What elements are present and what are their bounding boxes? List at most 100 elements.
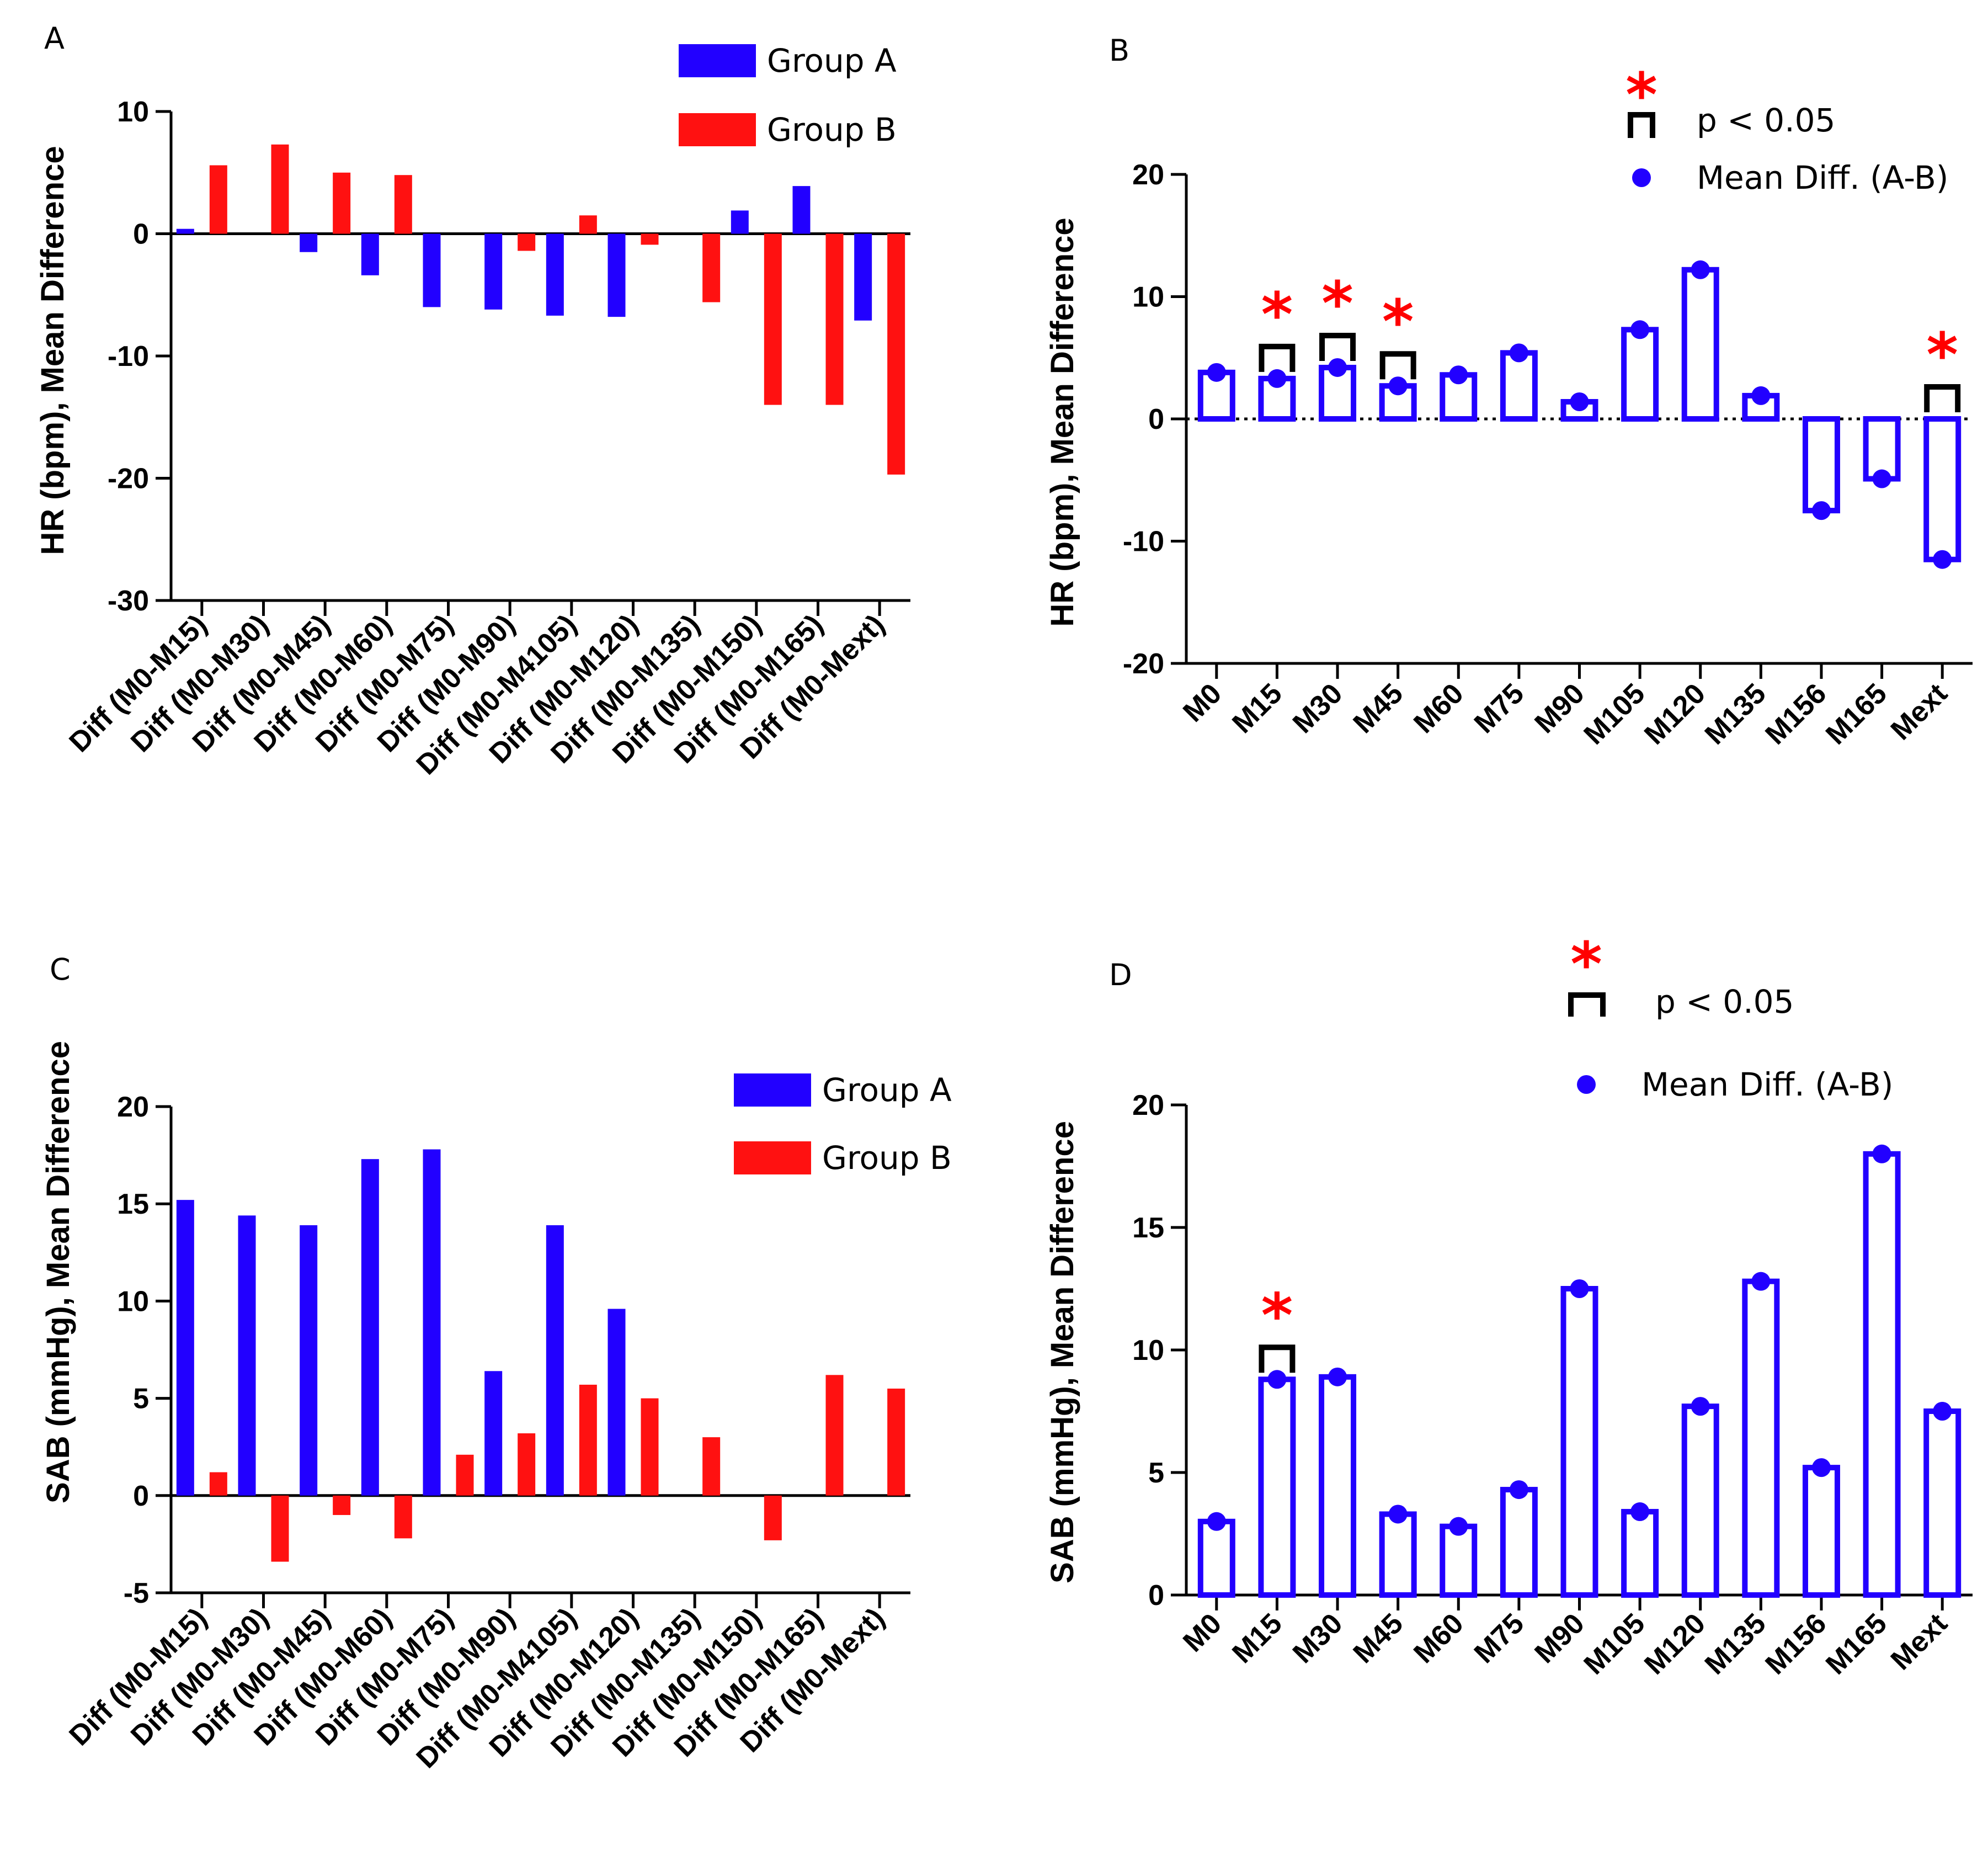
panel-d: D SAB (mmHg), Mean Difference 20 15 10 5 0 M0… [1044,929,1973,1681]
panel-c-bar-group-b-diff-m0-mext [887,1388,905,1496]
panel-b-sig-star-m15: * [1261,279,1293,350]
panel-a-y-tick-label: 0 [133,219,149,251]
panel-a-y-tick-label: -10 [108,341,149,373]
panel-a-ylabel: HR (bpm), Mean Difference [35,146,71,555]
panel-b-sig-bracket-m15 [1259,343,1296,372]
panel-c-bar-group-b-diff-m0-m45 [333,1495,351,1516]
panel-d-bar-m165 [1863,1151,1901,1598]
panel-a-bar-group-a-diff-m0-m120 [607,233,626,317]
panel-d-bar-m30 [1319,1374,1357,1598]
panel-d-point-m105 [1630,1502,1650,1522]
panel-b-point-m135 [1751,386,1771,405]
panel-a-y-tick-label: -20 [108,463,149,495]
panel-d-bar-mext [1923,1408,1962,1598]
panel-b-x-label-m156: M156 [1759,677,1832,751]
panel-d-bar-m120 [1681,1404,1719,1598]
panel-d-bar-m45 [1379,1511,1417,1598]
panel-a-bar-group-b-diff-m0-m45 [333,172,351,234]
panel-d-point-mext [1933,1402,1952,1421]
panel-a-bar-group-b-diff-m0-m90 [518,233,536,251]
panel-b-point-m90 [1570,392,1589,411]
panel-d-point-m165 [1872,1144,1891,1163]
panel-a-bar-group-b-diff-m0-m15 [209,165,227,234]
panel-b-legend-label-p: p < 0.05 [1697,102,1835,139]
panel-b-y-tick-label: -10 [1123,526,1164,558]
panel-b-point-m75 [1509,343,1528,363]
panel-a-bar-group-b-diff-m0-m135 [702,233,721,302]
panel-d-sig-star-m15: * [1261,1280,1293,1351]
panel-c-bar-group-a-diff-m0-m60 [361,1159,379,1496]
panel-b-y-tick-label: -20 [1123,648,1164,680]
panel-b-x-label-m135: M135 [1699,677,1772,751]
panel-a-bar-group-a-diff-m0-mext [854,233,872,321]
panel-c-bar-group-b-diff-m0-m30 [271,1495,289,1562]
panel-c-legend-swatch-group-b [734,1141,811,1174]
panel-a-y-tick-label: 10 [117,96,149,128]
panel-a-y-tick-label: -30 [108,585,149,617]
panel-b-y-tick-label: 20 [1132,159,1164,191]
panel-c-bar-group-a-diff-m0-m30 [238,1215,256,1496]
panel-d-x-label-m15: M15 [1226,1607,1288,1670]
panel-a-bar-group-a-diff-m0-m15 [176,228,194,234]
panel-d-x-label-m0: M0 [1177,1607,1228,1658]
panel-d-sig-bracket-m15 [1259,1344,1296,1373]
panel-c-y-tick-label: -5 [124,1577,149,1609]
panel-d-y-tick-label: 15 [1132,1212,1164,1244]
panel-a-bar-group-a-diff-m0-m165 [792,186,811,234]
panel-d-x-label-m120: M120 [1638,1607,1712,1681]
panel-d-x-label-m75: M75 [1468,1607,1531,1670]
panel-a-bar-group-a-diff-m0-m75 [423,233,441,307]
panel-d-bar-m60 [1440,1523,1478,1598]
panel-d-bar-m90 [1560,1286,1598,1598]
panel-d-bar-m75 [1500,1487,1538,1598]
panel-b-sig-star-m45: * [1382,286,1414,357]
panel-c-legend-label-group-a: Group A [822,1071,952,1109]
panel-b-axes: 20100-10-20M0M15M30M45M60M75M90M105M120M… [1123,159,1973,751]
panel-b-x-label-m60: M60 [1408,677,1470,740]
panel-c-bar-group-b-diff-m0-m75 [456,1454,474,1496]
panel-a-bar-group-a-diff-m0-m90 [484,233,503,310]
panel-b-x-label-m30: M30 [1287,677,1349,740]
panel-d-bar-m135 [1742,1278,1780,1598]
panel-d-legend-label-mean: Mean Diff. (A-B) [1641,1066,1893,1103]
panel-b-sig-star-m30: * [1321,268,1353,339]
panel-d-x-label-m165: M165 [1820,1607,1893,1681]
panel-b-x-label-m120: M120 [1638,677,1712,751]
panel-d-bar-m156 [1802,1465,1840,1598]
panel-c: C SAB (mmHg), Mean Difference 20 15 10 5 0 -5… [40,952,952,1774]
panel-b-bar-m156 [1802,416,1840,514]
panel-b-sig-bracket-mext [1924,384,1961,412]
panel-d-point-m30 [1328,1367,1347,1386]
panel-d-legend: * p < 0.05 Mean Diff. (A-B) [1568,929,1893,1103]
panel-c-bars [176,1149,905,1562]
panel-b-sig-star-mext: * [1926,320,1958,390]
panel-d-bar-m105 [1621,1509,1659,1598]
panel-a-bar-group-a-diff-m0-m4105 [546,233,564,316]
panel-d-legend-label-p: p < 0.05 [1655,983,1794,1020]
panel-d-point-m15 [1267,1370,1287,1389]
panel-d-x-label-m105: M105 [1578,1607,1651,1681]
panel-c-bar-group-b-diff-m0-m4105 [579,1384,597,1496]
panel-c-bar-group-a-diff-m0-m4105 [546,1225,564,1496]
panel-a-bar-group-b-diff-m0-mext [887,233,905,475]
panel-b-x-label-mext: Mext [1885,677,1954,746]
panel-a-legend-label-group-b: Group B [767,111,897,148]
panel-d-point-m0 [1207,1512,1226,1531]
panel-b-legend-dot [1632,168,1651,187]
panel-b-point-m156 [1811,501,1831,520]
panel-b-y-tick-label: 0 [1148,403,1164,435]
panel-c-bar-group-a-diff-m0-m90 [484,1371,503,1496]
panel-c-bar-group-b-diff-m0-m135 [702,1437,721,1496]
panel-b-bar-m120 [1681,267,1719,422]
panel-a-legend-swatch-group-a [679,44,756,77]
panel-a-bar-group-b-diff-m0-m60 [394,175,412,234]
panel-d-x-label-m156: M156 [1759,1607,1832,1681]
panel-a-bar-group-a-diff-m0-m45 [300,233,318,252]
panel-d-point-m90 [1570,1279,1589,1298]
panel-d-point-m45 [1388,1505,1408,1524]
panel-b-point-m30 [1328,358,1347,377]
panel-b-sig-bracket-m45 [1379,351,1416,380]
panel-d-x-label-m135: M135 [1699,1607,1772,1681]
